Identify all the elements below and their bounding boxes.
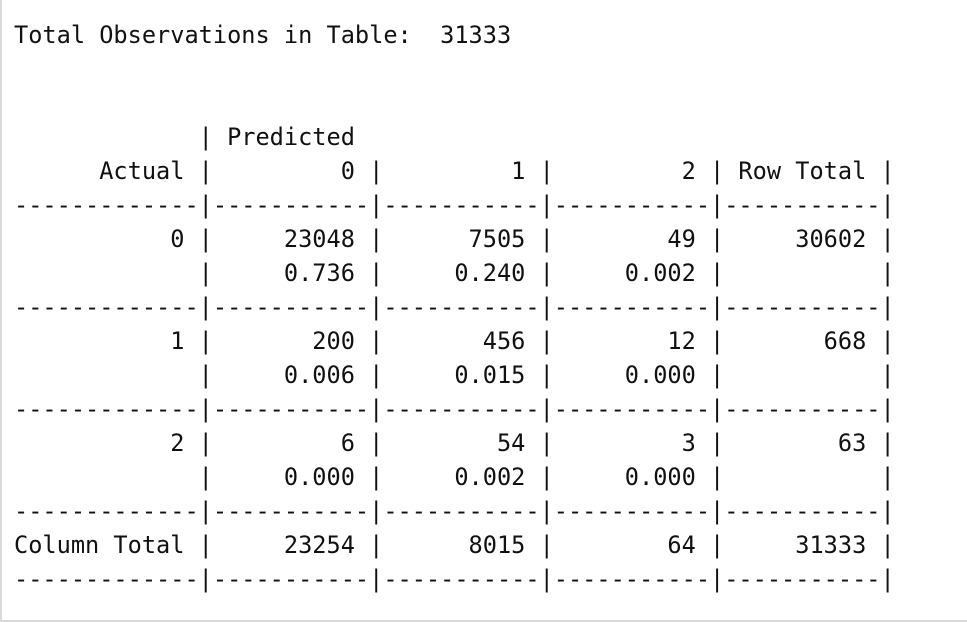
predicted-header-line: | Predicted — [14, 123, 355, 151]
separator-line: -------------|-----------|-----------|--… — [14, 191, 895, 219]
column-header-line: Actual | 0 | 1 | 2 | Row Total | — [14, 157, 895, 185]
column-total-row: Column Total | 23254 | 8015 | 64 | 31333… — [14, 531, 895, 559]
table-row-actual-1-proportions: | 0.006 | 0.015 | 0.000 | | — [14, 361, 895, 389]
table-row-actual-0-counts: 0 | 23048 | 7505 | 49 | 30602 | — [14, 225, 895, 253]
table-row-actual-0-proportions: | 0.736 | 0.240 | 0.002 | | — [14, 259, 895, 287]
blank-line — [14, 52, 895, 86]
separator-line: -------------|-----------|-----------|--… — [14, 395, 895, 423]
separator-line: -------------|-----------|-----------|--… — [14, 565, 895, 593]
table-row-actual-1-counts: 1 | 200 | 456 | 12 | 668 | — [14, 327, 895, 355]
total-observations-line: Total Observations in Table: 31333 — [14, 21, 512, 49]
table-row-actual-2-counts: 2 | 6 | 54 | 3 | 63 | — [14, 429, 895, 457]
crosstable-output: Total Observations in Table: 31333 | Pre… — [14, 18, 895, 596]
separator-line: -------------|-----------|-----------|--… — [14, 497, 895, 525]
table-row-actual-2-proportions: | 0.000 | 0.002 | 0.000 | | — [14, 463, 895, 491]
blank-line — [14, 86, 895, 120]
separator-line: -------------|-----------|-----------|--… — [14, 293, 895, 321]
